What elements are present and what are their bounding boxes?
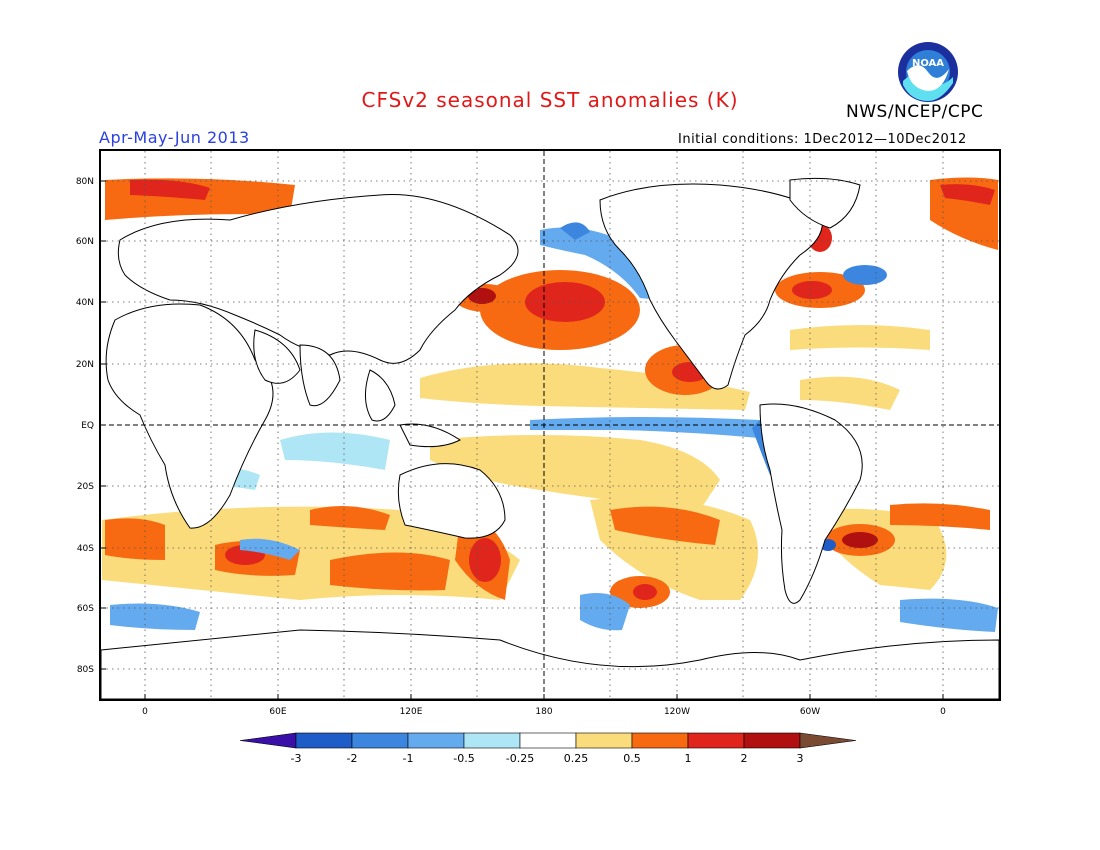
lat-label: 20S [77,482,94,492]
colorbar-swatch [575,732,633,749]
colorbar-label: -0.5 [453,752,474,765]
initial-conditions-label: Initial conditions: 1Dec2012—10Dec2012 [678,132,967,147]
lat-label: 20N [76,360,94,370]
lat-label: 40N [76,298,94,308]
lat-label: 40S [77,544,94,554]
colorbar-swatch [295,732,353,749]
colorbar-swatch [351,732,409,749]
org-label: NWS/NCEP/CPC [846,102,984,122]
continents [101,177,999,699]
chart-title: CFSv2 seasonal SST anomalies (K) [361,88,739,112]
graticule [101,151,999,699]
season-label: Apr-May-Jun 2013 [99,128,250,147]
colorbar-swatch [799,732,857,749]
lat-label: 80N [76,177,94,187]
lon-label: 60E [269,707,286,717]
colorbar-label: -1 [403,752,414,765]
svg-text:NOAA: NOAA [912,58,944,69]
noaa-logo-icon: NOAA [898,42,958,102]
colorbar-swatch [743,732,801,749]
colorbar-labels: -3 -2 -1 -0.5 -0.25 0.25 0.5 1 2 3 [291,752,804,765]
lon-label: 0 [142,707,148,717]
colorbar-swatch [519,732,577,749]
lon-label: 120E [400,707,423,717]
colorbar-label: -3 [291,752,302,765]
colorbar [239,732,857,749]
colorbar-swatch [407,732,465,749]
colorbar-swatch [239,732,297,749]
lat-label: 60S [77,604,94,614]
lon-label: 60W [800,707,820,717]
lat-label: 60N [76,237,94,247]
colorbar-label: 3 [797,752,804,765]
colorbar-swatch [631,732,689,749]
colorbar-swatch [687,732,745,749]
colorbar-label: 0.5 [623,752,641,765]
colorbar-swatch [463,732,521,749]
lat-label: EQ [81,421,94,431]
lon-label: 180 [535,707,552,717]
lat-label: 80S [77,665,94,675]
colorbar-label: -2 [347,752,358,765]
lon-label: 0 [940,707,946,717]
colorbar-label: 2 [741,752,748,765]
lon-label: 120W [664,707,690,717]
colorbar-label: 1 [685,752,692,765]
colorbar-label: -0.25 [506,752,534,765]
anomaly-shading [102,177,998,632]
colorbar-label: 0.25 [564,752,589,765]
